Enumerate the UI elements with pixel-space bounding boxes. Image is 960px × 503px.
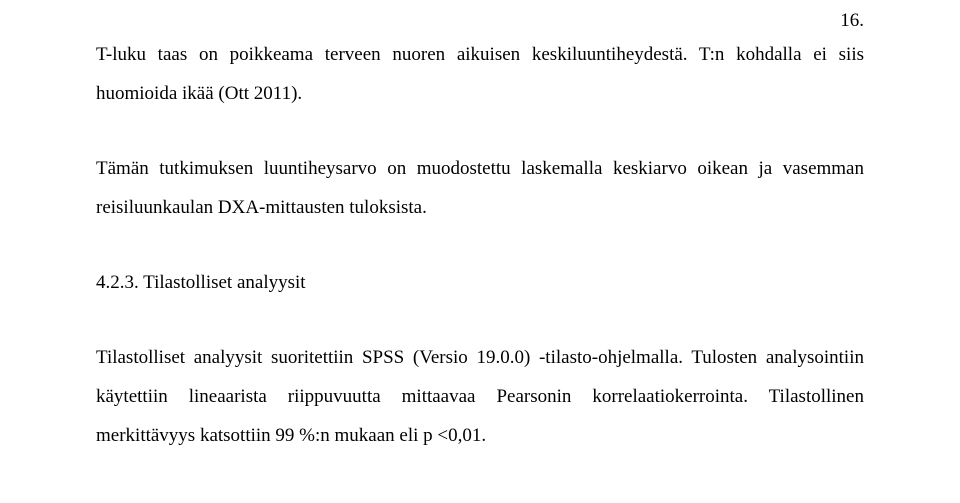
document-page: 16. T-luku taas on poikkeama terveen nuo… <box>0 0 960 503</box>
section-heading: 4.2.3. Tilastolliset analyysit <box>96 264 864 303</box>
body-paragraph-1: T-luku taas on poikkeama terveen nuoren … <box>96 36 864 114</box>
body-paragraph-2: Tämän tutkimuksen luuntiheysarvo on muod… <box>96 150 864 228</box>
page-number: 16. <box>840 10 864 32</box>
body-paragraph-3: Tilastolliset analyysit suoritettiin SPS… <box>96 339 864 456</box>
